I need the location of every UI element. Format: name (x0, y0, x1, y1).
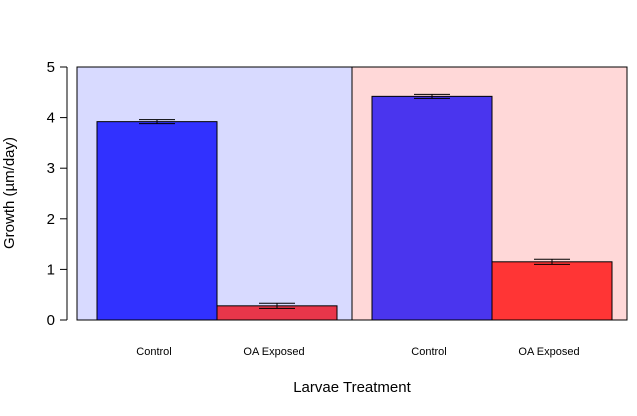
y-tick-label-0: 0 (47, 312, 55, 329)
category-label-2-2: OA Exposed (518, 346, 579, 358)
bar-panel1-1 (96, 121, 218, 321)
bar-panel2-2 (491, 261, 613, 321)
y-tick-label-5: 5 (47, 59, 55, 76)
category-label-2-1: Control (411, 346, 446, 358)
y-tick-label-3: 3 (47, 160, 55, 177)
category-labels: Control OA Exposed Control OA Exposed (136, 346, 579, 358)
bar-panel2-1 (371, 95, 493, 321)
x-axis-title: Larvae Treatment (293, 379, 411, 396)
y-axis: 0 1 2 3 4 5 (47, 59, 68, 329)
y-tick-label-4: 4 (47, 110, 55, 127)
error-bars (139, 93, 570, 309)
y-axis-title: Growth (µm/day) (1, 137, 18, 249)
category-label-1-2: OA Exposed (243, 346, 304, 358)
category-label-1-1: Control (136, 346, 171, 358)
y-tick-label-1: 1 (47, 261, 55, 278)
y-tick-label-2: 2 (47, 211, 55, 228)
